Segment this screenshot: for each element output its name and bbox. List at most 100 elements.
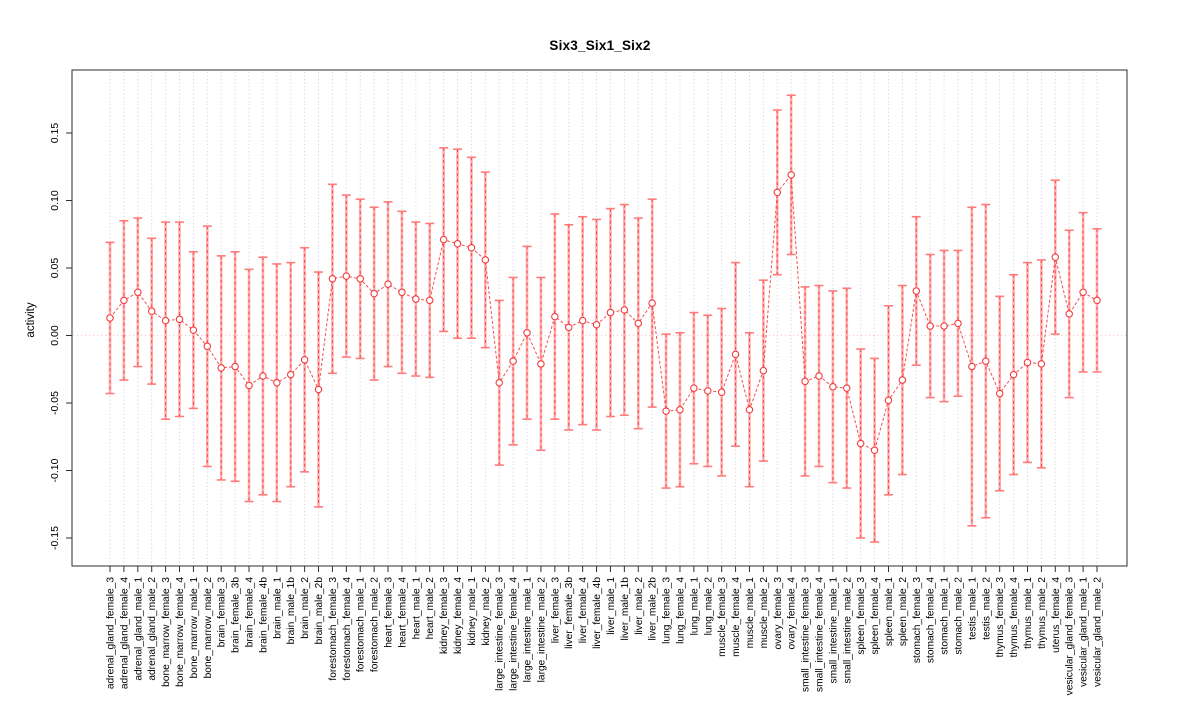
data-point xyxy=(370,289,378,298)
data-point xyxy=(453,239,462,248)
data-point xyxy=(1023,358,1032,367)
chart-title: Six3_Six1_Six2 xyxy=(549,38,651,53)
data-point xyxy=(1009,370,1018,379)
x-tick-label: testis_male_1 xyxy=(967,577,978,640)
series-line xyxy=(109,173,1098,451)
data-point xyxy=(189,326,198,334)
x-tick-label: stomach_female_4 xyxy=(926,577,937,663)
y-tick-label: -0.15 xyxy=(49,526,61,550)
data-point xyxy=(314,385,323,394)
data-point xyxy=(912,287,921,295)
data-point xyxy=(439,235,448,244)
data-point xyxy=(245,381,253,390)
data-point xyxy=(495,378,503,387)
data-point xyxy=(870,446,879,454)
x-tick-label: muscle_male_1 xyxy=(745,577,756,649)
x-tick-label: liver_female_4 xyxy=(578,577,589,644)
data-point xyxy=(175,315,184,324)
data-point xyxy=(926,322,934,330)
x-tick-label: liver_male_1b xyxy=(620,577,631,641)
x-tick-label: thymus_female_4 xyxy=(1009,577,1020,658)
data-point xyxy=(509,357,517,365)
plot-frame xyxy=(71,69,1128,567)
data-point xyxy=(134,288,142,297)
x-tick-label: adrenal_gland_female_3 xyxy=(106,577,117,689)
data-point xyxy=(982,357,990,365)
data-point xyxy=(968,362,976,371)
x-tick-label: spleen_male_2 xyxy=(898,577,909,646)
x-tick-label: vesicular_gland_male_1 xyxy=(1079,577,1090,687)
x-tick-label: stomach_male_1 xyxy=(940,577,951,655)
data-point xyxy=(564,323,573,332)
x-tick-label: thymus_female_3 xyxy=(995,577,1006,658)
data-point xyxy=(731,350,740,359)
x-tick-label: vesicular_gland_male_2 xyxy=(1093,577,1104,687)
data-point xyxy=(662,407,670,415)
y-tick-label: -0.10 xyxy=(49,458,61,482)
x-tick-label: liver_female_3b xyxy=(564,577,575,649)
data-point xyxy=(801,377,809,386)
x-tick-label: bone_marrow_male_2 xyxy=(203,577,214,679)
x-tick-label: liver_female_3 xyxy=(550,577,561,644)
x-tick-label: adrenal_gland_male_1 xyxy=(133,577,144,681)
data-point xyxy=(217,364,225,372)
data-point xyxy=(787,171,795,179)
data-point xyxy=(759,366,768,375)
x-tick-label: bone_marrow_female_4 xyxy=(175,577,186,687)
data-point xyxy=(620,306,629,314)
data-point xyxy=(384,280,392,288)
data-point xyxy=(398,288,406,297)
x-tick-label: liver_female_4b xyxy=(592,577,603,649)
data-point xyxy=(676,405,684,414)
x-tick-label: large_intestine_female_3 xyxy=(495,577,506,691)
data-point xyxy=(648,299,656,307)
y-axis-title: activity xyxy=(25,302,37,338)
x-tick-label: lung_female_3 xyxy=(662,577,673,644)
x-tick-label: small_intestine_female_3 xyxy=(801,577,812,692)
data-point xyxy=(940,322,948,330)
x-tick-label: lung_female_4 xyxy=(675,577,686,644)
data-point xyxy=(231,362,239,371)
x-tick-label: bone_marrow_male_1 xyxy=(189,577,200,679)
x-tick-label: spleen_female_3 xyxy=(856,577,867,655)
data-point xyxy=(147,307,156,315)
x-tick-label: ovary_female_4 xyxy=(787,577,798,650)
data-point xyxy=(954,319,962,328)
data-point xyxy=(481,256,490,264)
data-point xyxy=(300,356,309,364)
x-tick-label: kidney_male_2 xyxy=(481,577,492,646)
x-tick-label: kidney_female_4 xyxy=(453,577,464,654)
x-tick-label: forestomach_female_3 xyxy=(328,577,339,681)
x-tick-label: kidney_female_3 xyxy=(439,577,450,654)
x-tick-label: muscle_female_4 xyxy=(731,577,742,657)
x-tick-label: small_intestine_male_2 xyxy=(842,577,853,684)
x-tick-label: large_intestine_male_1 xyxy=(523,577,534,683)
x-tick-label: lung_male_1 xyxy=(689,577,700,636)
data-point xyxy=(1093,296,1101,305)
data-point xyxy=(425,296,434,305)
data-point xyxy=(203,342,212,351)
x-tick-label: forestomach_male_2 xyxy=(370,577,381,672)
data-point xyxy=(578,316,587,325)
x-tick-label: stomach_male_2 xyxy=(953,577,964,655)
x-tick-label: small_intestine_female_4 xyxy=(814,577,825,692)
data-point xyxy=(1037,360,1046,368)
data-point xyxy=(856,439,865,448)
x-tick-label: brain_female_4b xyxy=(258,577,269,653)
data-point xyxy=(467,244,476,252)
x-tick-label: heart_female_4 xyxy=(397,577,408,648)
data-point xyxy=(690,384,698,392)
data-point xyxy=(328,275,337,283)
x-tick-label: ovary_female_3 xyxy=(773,577,784,650)
x-tick-label: forestomach_male_1 xyxy=(356,577,367,672)
data-point xyxy=(592,320,601,329)
x-tick-label: spleen_male_1 xyxy=(884,577,895,646)
x-tick-label: bone_marrow_female_3 xyxy=(161,577,172,687)
data-point xyxy=(704,387,712,395)
data-point xyxy=(161,316,170,325)
x-tick-label: adrenal_gland_female_4 xyxy=(119,577,130,689)
data-point xyxy=(843,384,851,392)
x-tick-label: uterus_female_4 xyxy=(1051,577,1062,653)
x-tick-label: large_intestine_female_4 xyxy=(509,577,520,691)
data-point xyxy=(745,405,754,414)
